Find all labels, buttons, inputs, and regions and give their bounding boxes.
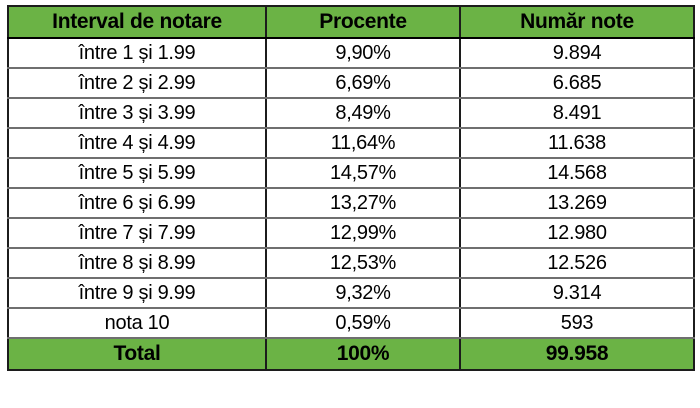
table-row: între 6 și 6.99 13,27% 13.269 [7,187,695,219]
interval-cell: între 1 și 1.99 [7,37,267,69]
percent-cell: 0,59% [265,307,461,339]
grade-distribution-table: Interval de notare Procente Număr note î… [7,5,695,371]
count-cell: 11.638 [459,127,695,159]
interval-cell: între 9 și 9.99 [7,277,267,309]
total-label-cell: Total [7,337,267,370]
count-cell: 593 [459,307,695,339]
percent-cell: 13,27% [265,187,461,219]
percent-cell: 8,49% [265,97,461,129]
interval-cell: între 7 și 7.99 [7,217,267,249]
table-row: între 2 și 2.99 6,69% 6.685 [7,67,695,99]
table-row: între 5 și 5.99 14,57% 14.568 [7,157,695,189]
percent-cell: 12,53% [265,247,461,279]
count-cell: 12.526 [459,247,695,279]
percent-cell: 12,99% [265,217,461,249]
interval-cell: între 2 și 2.99 [7,67,267,99]
header-row: Interval de notare Procente Număr note [7,6,695,39]
total-percent-cell: 100% [265,337,461,370]
percent-cell: 6,69% [265,67,461,99]
count-cell: 14.568 [459,157,695,189]
count-cell: 6.685 [459,67,695,99]
interval-cell: între 8 și 8.99 [7,247,267,279]
table-row: între 9 și 9.99 9,32% 9.314 [7,277,695,309]
column-header-numar-note: Număr note [459,6,695,39]
count-cell: 12.980 [459,217,695,249]
column-header-procente: Procente [265,6,461,39]
interval-cell: între 5 și 5.99 [7,157,267,189]
interval-cell: între 4 și 4.99 [7,127,267,159]
interval-cell: între 3 și 3.99 [7,97,267,129]
table-row: între 4 și 4.99 11,64% 11.638 [7,127,695,159]
table-row: între 3 și 3.99 8,49% 8.491 [7,97,695,129]
table-row: nota 10 0,59% 593 [7,307,695,339]
total-row: Total 100% 99.958 [7,337,695,370]
percent-cell: 9,90% [265,37,461,69]
table-row: între 7 și 7.99 12,99% 12.980 [7,217,695,249]
interval-cell: între 6 și 6.99 [7,187,267,219]
table-row: între 1 și 1.99 9,90% 9.894 [7,37,695,69]
count-cell: 9.894 [459,37,695,69]
percent-cell: 11,64% [265,127,461,159]
percent-cell: 9,32% [265,277,461,309]
percent-cell: 14,57% [265,157,461,189]
count-cell: 8.491 [459,97,695,129]
total-count-cell: 99.958 [459,337,695,370]
count-cell: 13.269 [459,187,695,219]
table-row: între 8 și 8.99 12,53% 12.526 [7,247,695,279]
interval-cell: nota 10 [7,307,267,339]
count-cell: 9.314 [459,277,695,309]
table-body: între 1 și 1.99 9,90% 9.894 între 2 și 2.99… [7,37,695,339]
column-header-interval: Interval de notare [7,6,267,39]
